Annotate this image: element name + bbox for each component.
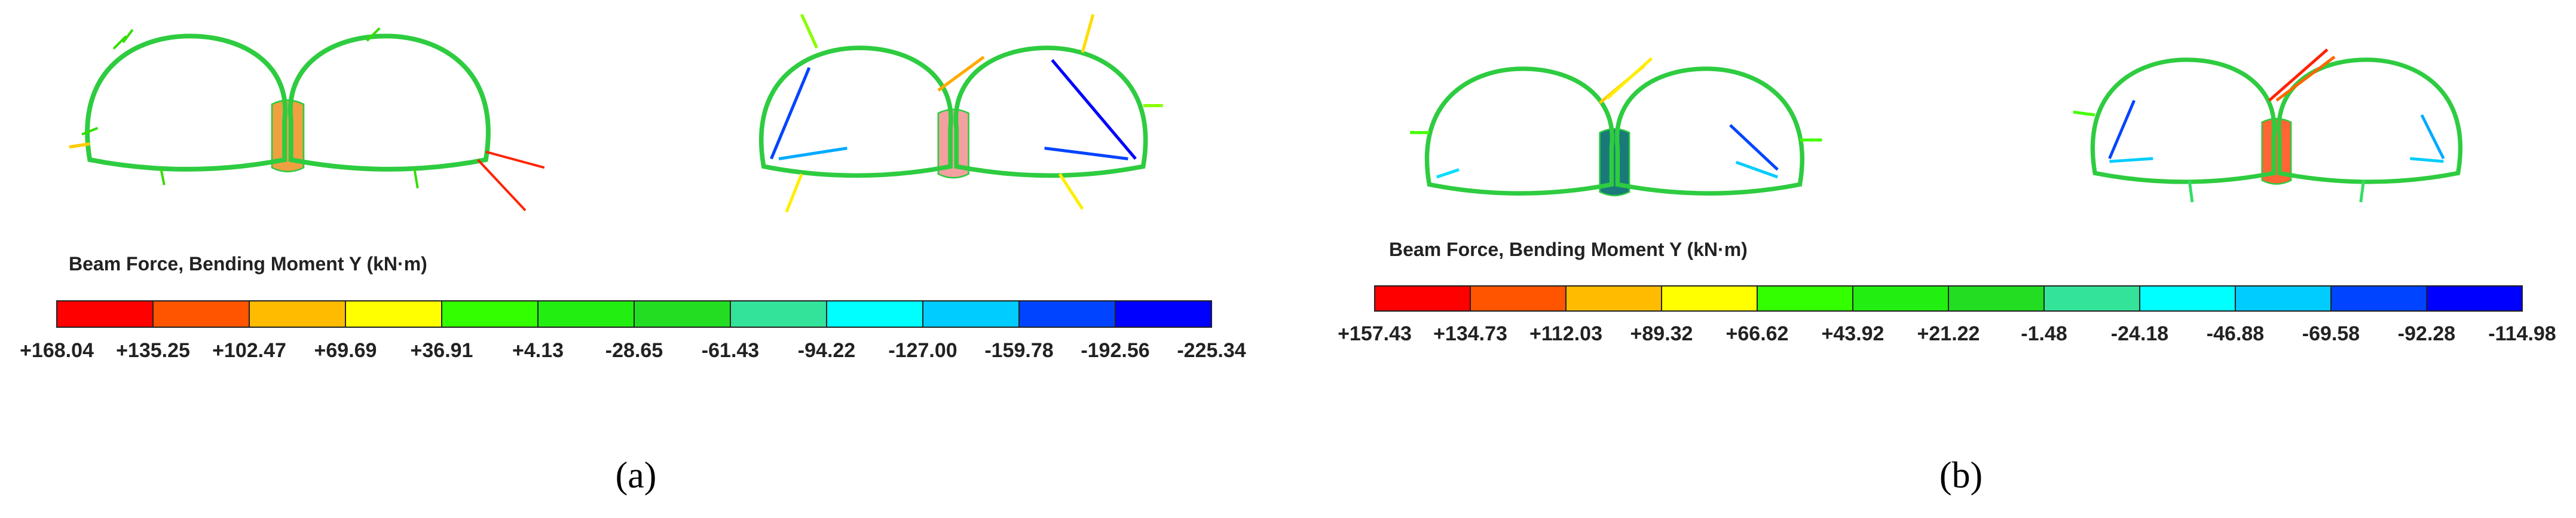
legend-tick-label: +102.47 (212, 339, 286, 362)
legend-tick-label: +135.25 (116, 339, 190, 362)
panel-label: (b) (1939, 455, 1983, 496)
legend-tick-label: +89.32 (1630, 322, 1693, 345)
tunnel-diagram (761, 14, 1163, 213)
color-bar-segment (2426, 285, 2523, 312)
legend-tick-label: -61.43 (702, 339, 759, 362)
color-bar-segment (1374, 285, 1471, 312)
color-bar-segment (345, 300, 442, 328)
legend-tick-label: -192.56 (1081, 339, 1149, 362)
color-bar-segment (2043, 285, 2140, 312)
color-bar-segment (249, 300, 346, 328)
legend-tick-label: -127.00 (888, 339, 957, 362)
color-bar-segment (537, 300, 635, 328)
color-bar-segment (826, 300, 923, 328)
color-bar-segment (1661, 285, 1758, 312)
color-bar-segment (1948, 285, 2045, 312)
legend-tick-label: +69.69 (314, 339, 377, 362)
legend-tick-label: -69.58 (2302, 322, 2360, 345)
legend-tick-label: -1.48 (2021, 322, 2067, 345)
tunnel-diagram (69, 27, 545, 212)
legend-tick-label: -114.98 (2488, 322, 2556, 345)
legend-tick-label: +134.73 (1433, 322, 1507, 345)
color-bar-segment (1757, 285, 1853, 312)
legend-tick-label: +36.91 (411, 339, 473, 362)
color-bar-segment (922, 300, 1020, 328)
legend-tick-label: +4.13 (512, 339, 564, 362)
color-bar-segment (730, 300, 827, 328)
legend-tick-label: +168.04 (20, 339, 94, 362)
color-bar-segment (2330, 285, 2427, 312)
legend-title: Beam Force, Bending Moment Y (kN·m) (1389, 239, 1748, 260)
color-bar-segment (152, 300, 250, 328)
color-bar-segment (634, 300, 731, 328)
color-bar-segment (441, 300, 539, 328)
color-bar-segment (1018, 300, 1116, 328)
color-bar-segment (1470, 285, 1567, 312)
color-bar-segment (1115, 300, 1212, 328)
legend-tick-label: +43.92 (1822, 322, 1884, 345)
legend-tick-label: -94.22 (798, 339, 855, 362)
legend-title: Beam Force, Bending Moment Y (kN·m) (69, 253, 427, 275)
legend-tick-label: -24.18 (2111, 322, 2168, 345)
panel-label: (a) (616, 455, 657, 496)
legend-tick-label: -92.28 (2398, 322, 2455, 345)
legend-tick-label: -225.34 (1177, 339, 1246, 362)
legend-tick-label: -28.65 (605, 339, 663, 362)
legend-tick-label: +21.22 (1917, 322, 1980, 345)
legend-tick-label: +157.43 (1338, 322, 1412, 345)
color-bar-segment (56, 300, 154, 328)
color-bar-segment (1852, 285, 1949, 312)
legend-tick-label: -46.88 (2207, 322, 2264, 345)
legend-tick-label: +112.03 (1529, 322, 1602, 345)
color-bar-segment (1565, 285, 1662, 312)
tunnel-diagram (1410, 57, 1822, 197)
tunnel-diagram (2073, 48, 2461, 203)
legend-tick-label: +66.62 (1726, 322, 1789, 345)
color-bar-segment (2139, 285, 2236, 312)
legend-tick-label: -159.78 (984, 339, 1053, 362)
color-bar-segment (2235, 285, 2332, 312)
